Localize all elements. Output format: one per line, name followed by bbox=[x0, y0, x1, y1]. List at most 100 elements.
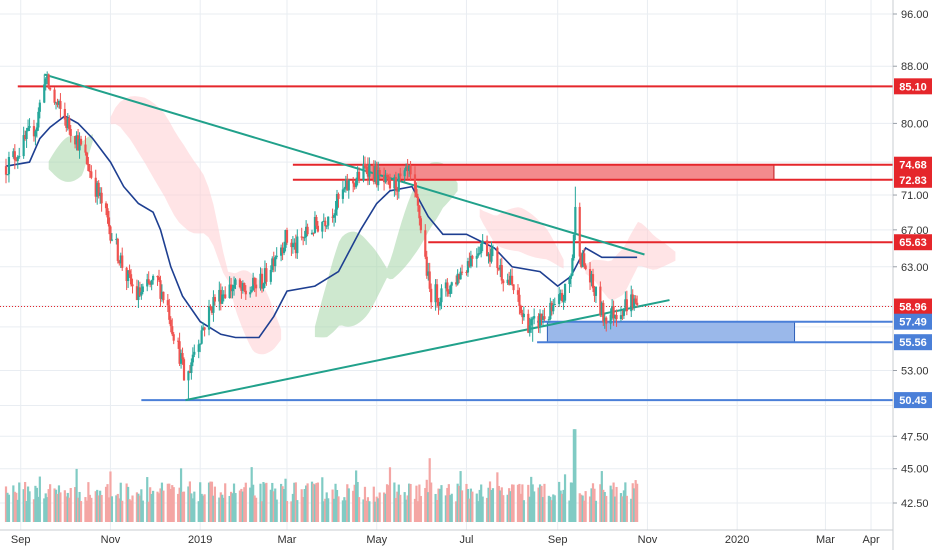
volume-bar bbox=[137, 493, 140, 522]
volume-bar bbox=[552, 494, 555, 522]
volume-bar bbox=[500, 487, 503, 522]
cloud-segment bbox=[479, 207, 564, 269]
volume-bar bbox=[465, 483, 468, 522]
volume-bar bbox=[506, 494, 509, 522]
volume-bar bbox=[368, 501, 371, 522]
candle-body bbox=[393, 177, 396, 189]
candle-body bbox=[88, 171, 91, 173]
volume-bar bbox=[337, 496, 340, 522]
volume-bar bbox=[602, 489, 605, 522]
candle-body bbox=[405, 166, 408, 171]
level-badge bbox=[894, 171, 932, 188]
volume-bar bbox=[580, 494, 583, 522]
candle-body bbox=[455, 282, 458, 285]
x-tick-label: Nov bbox=[101, 534, 121, 546]
level-labels: 85.10 74.68 72.83 65.63 58.96 57.49 55.56 50.45 bbox=[894, 78, 932, 409]
candle-body bbox=[229, 284, 233, 292]
volume-bar bbox=[605, 495, 608, 522]
y-tick-label: 67.00 bbox=[901, 225, 929, 237]
candle-body bbox=[110, 239, 114, 241]
volume-bar bbox=[290, 501, 293, 522]
grid-lines bbox=[0, 0, 893, 530]
volume-bar bbox=[568, 500, 571, 522]
volume-bar bbox=[424, 488, 427, 522]
volume-bar bbox=[497, 485, 500, 522]
candle-body bbox=[171, 326, 174, 335]
candle-body bbox=[578, 206, 581, 257]
candle-body bbox=[562, 300, 565, 302]
candle-body bbox=[491, 247, 495, 249]
volume-bar bbox=[533, 491, 536, 522]
candle-body bbox=[188, 371, 191, 373]
volume-bar bbox=[519, 493, 523, 522]
candle-body bbox=[602, 302, 605, 322]
volume-bar bbox=[344, 500, 347, 522]
candle-body bbox=[90, 171, 93, 178]
volume-bar bbox=[622, 490, 625, 522]
volume-bar bbox=[84, 497, 87, 522]
candle-body bbox=[437, 301, 440, 306]
volume-bar bbox=[269, 489, 272, 522]
candle-body bbox=[611, 306, 614, 315]
candle-body bbox=[190, 362, 193, 373]
candle-body bbox=[399, 173, 402, 177]
candle-body bbox=[459, 271, 462, 280]
candle-body bbox=[561, 293, 564, 301]
candle-body bbox=[321, 221, 324, 232]
candle-body bbox=[450, 282, 453, 286]
candle-body bbox=[135, 286, 139, 300]
volume-bar bbox=[259, 483, 262, 522]
volume-bar bbox=[293, 482, 296, 522]
volume-bar bbox=[281, 486, 284, 522]
candle-body bbox=[347, 180, 350, 191]
volume-bar bbox=[38, 476, 41, 522]
level-badge-label: 57.49 bbox=[899, 317, 927, 329]
volume-bar bbox=[282, 489, 286, 522]
candle-body bbox=[199, 343, 202, 345]
volume-bar bbox=[22, 489, 25, 522]
volume-bar bbox=[531, 484, 534, 522]
candle-body bbox=[285, 230, 289, 243]
candle-body bbox=[621, 315, 624, 317]
x-tick-label: May bbox=[366, 534, 387, 546]
candle-body bbox=[315, 216, 318, 226]
candle-body bbox=[115, 238, 118, 240]
volume-bar bbox=[252, 484, 255, 522]
volume-bar bbox=[166, 483, 169, 522]
volume-bar bbox=[477, 501, 480, 522]
volume-bar bbox=[172, 487, 175, 522]
volume-bar bbox=[25, 501, 28, 522]
volume-bar bbox=[118, 498, 121, 522]
volume-bar bbox=[578, 493, 581, 522]
volume-bar bbox=[469, 488, 472, 522]
level-badge bbox=[894, 313, 932, 330]
volume-bar bbox=[284, 478, 287, 522]
candle-body bbox=[259, 273, 262, 289]
candle-body bbox=[387, 176, 390, 179]
volume-bar bbox=[249, 487, 252, 522]
volume-bar bbox=[634, 480, 637, 522]
volume-bar bbox=[179, 468, 183, 522]
volume-bar bbox=[119, 482, 122, 522]
candle-body bbox=[119, 255, 122, 264]
volume-bar bbox=[182, 491, 186, 522]
candle-body bbox=[583, 253, 586, 266]
candle-body bbox=[296, 236, 299, 254]
volume-bar bbox=[315, 483, 318, 522]
volume-bar bbox=[538, 484, 542, 522]
volume-bar bbox=[18, 482, 21, 522]
volume-bar bbox=[446, 487, 449, 522]
candle-body bbox=[500, 265, 503, 281]
candle-body bbox=[100, 192, 103, 204]
level-badge bbox=[894, 234, 932, 251]
volume-bar bbox=[162, 490, 165, 522]
volume-bar bbox=[413, 498, 417, 522]
candle-body bbox=[252, 277, 255, 290]
volume-bar bbox=[633, 488, 636, 522]
volume-bar bbox=[240, 488, 243, 522]
volume-bars bbox=[4, 429, 639, 522]
volume-bar bbox=[90, 497, 93, 522]
volume-bar bbox=[562, 489, 565, 522]
candle-body bbox=[372, 164, 375, 182]
candle-body bbox=[147, 279, 150, 284]
